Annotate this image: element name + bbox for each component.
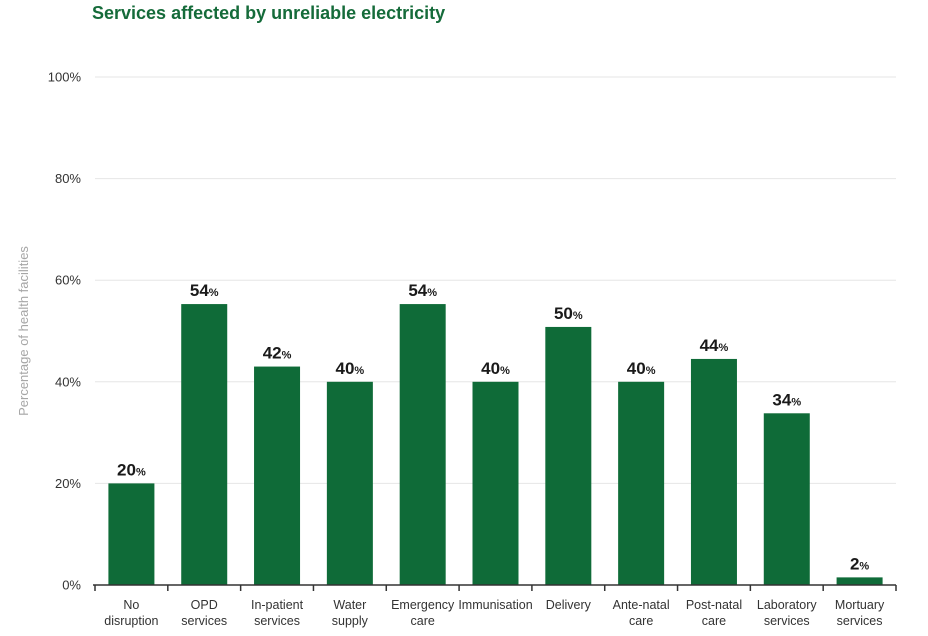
- bar: [618, 381, 665, 585]
- data-label: 42%: [263, 344, 292, 363]
- x-tick-label: Laboratory services: [757, 598, 818, 628]
- bar: [399, 304, 446, 585]
- x-tick-label: Water supply: [332, 598, 369, 628]
- data-label: 20%: [117, 460, 146, 479]
- y-tick-label: 20%: [55, 476, 81, 491]
- bar: [836, 577, 883, 585]
- x-tick-label: Emergency care: [391, 598, 455, 628]
- bar: [181, 304, 228, 585]
- x-axis: [93, 584, 897, 591]
- y-tick-label: 0%: [62, 578, 81, 593]
- x-axis-ticks: No disruption OPD services In-patient service…: [104, 598, 885, 628]
- x-tick-label: Post-natal care: [686, 598, 742, 628]
- y-tick-label: 100%: [48, 70, 82, 85]
- x-tick-label: Mortuary services: [835, 598, 885, 628]
- data-label: 40%: [627, 359, 656, 378]
- x-tick-label: Ante-natal care: [613, 598, 670, 628]
- data-label: 44%: [700, 336, 729, 355]
- bar: [472, 381, 519, 585]
- data-label: 54%: [408, 281, 437, 300]
- bar: [254, 366, 301, 585]
- x-tick-label: In-patient services: [251, 598, 304, 628]
- y-tick-label: 60%: [55, 273, 81, 288]
- bar: [690, 358, 737, 585]
- x-tick-label: OPD services: [181, 598, 227, 628]
- x-tick-label: Delivery: [546, 598, 592, 612]
- data-label: 2%: [850, 554, 869, 573]
- y-axis-ticks: 0% 20% 40% 60% 80% 100%: [48, 70, 82, 593]
- bar: [108, 483, 155, 585]
- bar: [763, 413, 810, 585]
- data-label: 40%: [336, 359, 365, 378]
- chart-title: Services affected by unreliable electric…: [92, 3, 446, 23]
- y-tick-label: 40%: [55, 374, 81, 389]
- data-label: 54%: [190, 281, 219, 300]
- x-tick-label: No disruption: [104, 598, 158, 628]
- y-axis-label: Percentage of health facilities: [16, 246, 31, 416]
- y-tick-label: 80%: [55, 171, 81, 186]
- data-label: 40%: [481, 359, 510, 378]
- bar: [326, 381, 373, 585]
- data-label: 34%: [772, 390, 801, 409]
- bar: [545, 326, 592, 585]
- x-tick-label: Immunisation: [458, 598, 532, 612]
- bars: [108, 304, 883, 585]
- data-label: 50%: [554, 304, 583, 323]
